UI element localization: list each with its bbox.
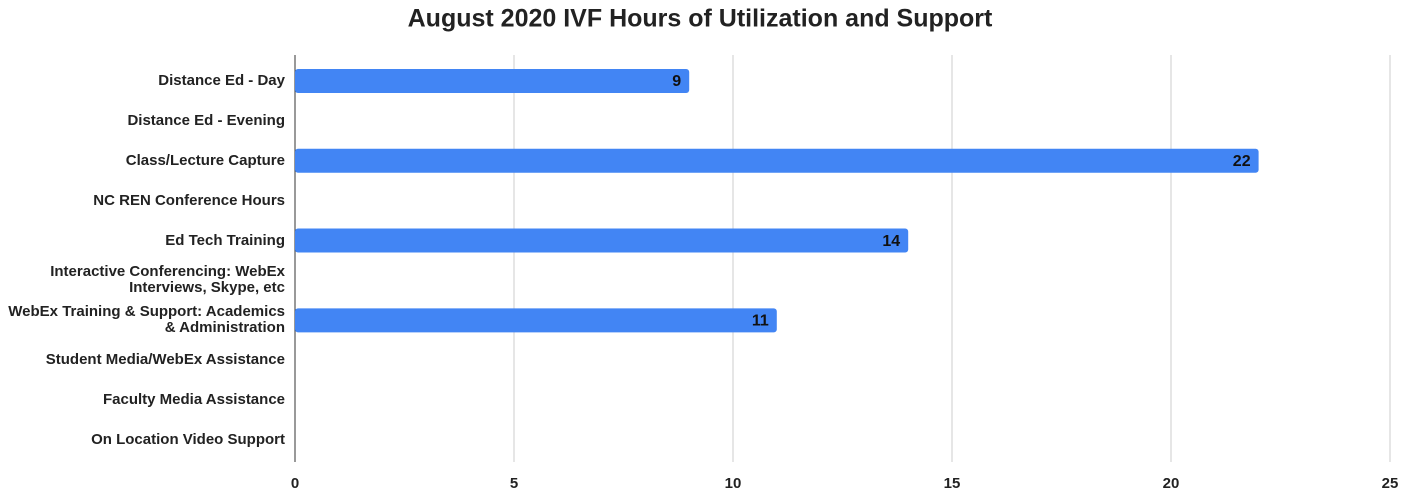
- bar: [295, 148, 1259, 173]
- x-tick-label: 20: [1163, 475, 1180, 492]
- chart-title: August 2020 IVF Hours of Utilization and…: [408, 5, 993, 33]
- y-tick-label: NC REN Conference Hours: [93, 191, 285, 209]
- y-tick-label: Distance Ed - Evening: [127, 111, 285, 129]
- value-label: 11: [752, 313, 769, 330]
- bar: [295, 68, 690, 93]
- bar: [295, 308, 777, 333]
- x-tick-label: 5: [510, 475, 518, 492]
- x-tick-label: 0: [291, 475, 299, 492]
- y-tick-label: Ed Tech Training: [165, 231, 285, 249]
- value-label: 22: [1233, 153, 1251, 170]
- x-tick-label: 25: [1382, 475, 1399, 492]
- y-tick-label: WebEx Training & Support: Academics & Ad…: [8, 303, 285, 337]
- x-tick-label: 10: [725, 475, 742, 492]
- y-tick-label: On Location Video Support: [91, 431, 285, 449]
- value-label: 9: [672, 73, 681, 90]
- bar: [295, 228, 909, 253]
- y-tick-label: Faculty Media Assistance: [102, 391, 285, 409]
- value-label: 14: [882, 233, 900, 250]
- y-tick-label: Class/Lecture Capture: [125, 151, 285, 169]
- x-tick-label: 15: [944, 475, 961, 492]
- y-tick-label: Student Media/WebEx Assistance: [45, 351, 285, 369]
- y-tick-label: Distance Ed - Day: [158, 71, 285, 89]
- y-tick-label: Interactive Conferencing: WebEx Intervie…: [50, 263, 285, 297]
